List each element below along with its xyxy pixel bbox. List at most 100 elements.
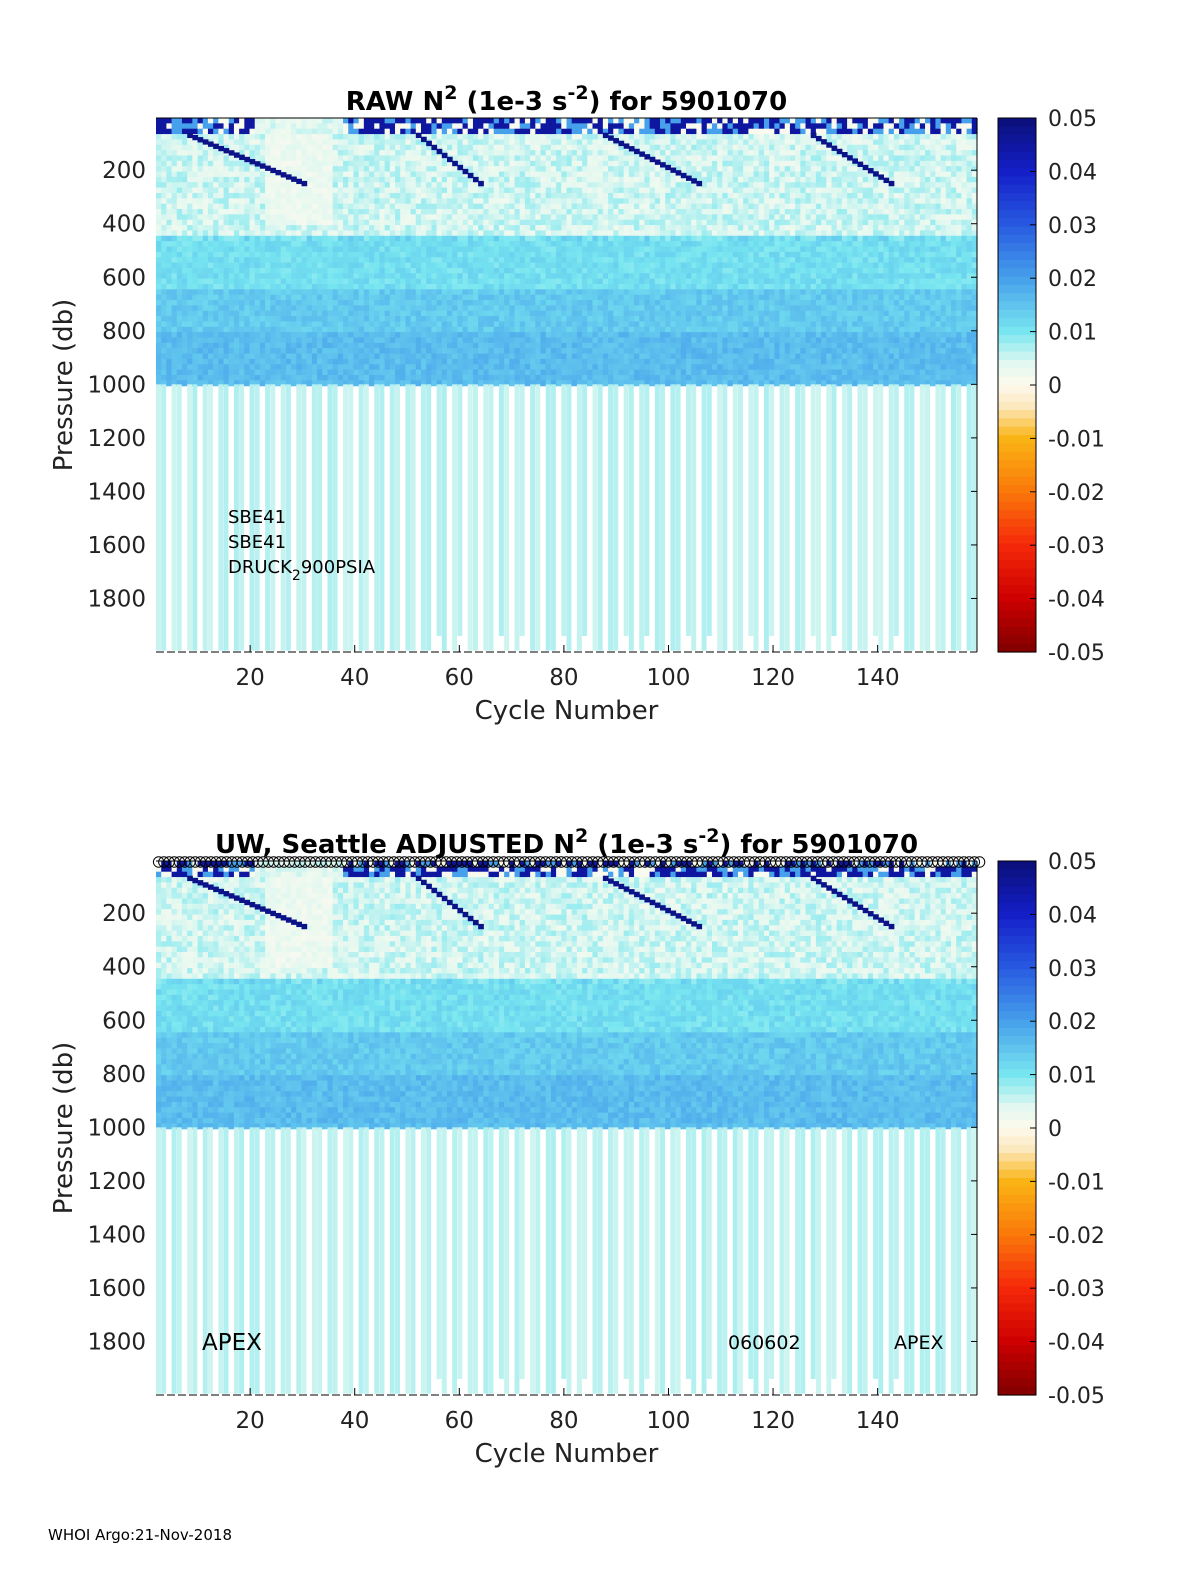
heatmap-cell [192,123,199,130]
heatmap-cell [592,241,599,248]
heatmap-cell [644,348,651,355]
heatmap-cell [608,283,614,290]
heatmap-cell [649,134,656,141]
heatmap-cell [613,364,620,371]
heatmap-cell [285,384,291,651]
heatmap-cell [498,182,505,189]
heatmap-cell [343,235,349,242]
heatmap-cell [571,139,578,146]
heatmap-cell [524,380,531,387]
heatmap-cell [561,348,568,355]
heatmap-cell [265,171,271,178]
heatmap-cell [270,230,277,237]
heatmap-cell [369,171,375,178]
heatmap-cell [493,300,500,306]
heatmap-cell [431,182,438,189]
heatmap-cell [233,128,240,135]
heatmap-cell [389,364,396,371]
heatmap-cell [156,214,162,221]
heatmap-cell [618,123,625,130]
heatmap-cell [317,326,323,333]
heatmap-cell [431,364,438,371]
heatmap-cell [369,187,375,194]
heatmap-cell [171,176,178,183]
heatmap-cell [197,358,204,365]
heatmap-cell [472,155,479,162]
heatmap-cell [566,192,573,199]
heatmap-cell [306,300,313,306]
heatmap-cell [576,326,583,333]
heatmap-cell [514,171,521,178]
heatmap-cell [446,278,453,285]
heatmap-cell [639,326,646,333]
heatmap-cell [524,251,531,258]
heatmap-cell [654,166,661,173]
heatmap-cell [317,316,323,323]
heatmap-cell [634,316,640,323]
heatmap-cell [550,380,557,387]
heatmap-cell [524,283,531,290]
heatmap-cell [649,380,656,387]
heatmap-cell [353,251,360,258]
heatmap-cell [395,230,401,237]
heatmap-cell [530,171,536,178]
heatmap-cell [446,123,453,130]
heatmap-cell [446,214,453,221]
heatmap-cell [571,251,578,258]
heatmap-cell [379,364,386,371]
heatmap-cell [441,353,448,360]
heatmap-cell [530,182,536,189]
heatmap-cell [207,187,214,194]
heatmap-cell [363,203,370,210]
heatmap-cell [176,166,183,173]
heatmap-cell [587,348,594,355]
heatmap-cell [426,326,432,333]
heatmap-cell [545,155,552,162]
heatmap-cell [249,251,256,258]
heatmap-cell [337,176,344,183]
heatmap-cell [426,262,432,269]
heatmap-cell [322,171,329,178]
heatmap-cell [166,310,173,317]
heatmap-cell [280,321,287,328]
heatmap-cell [462,326,469,333]
heatmap-cell [509,289,516,296]
heatmap-cell [254,176,261,183]
heatmap-cell [628,332,635,339]
heatmap-cell [483,214,490,221]
heatmap-cell [550,262,557,269]
heatmap-cell [156,364,162,371]
heatmap-cell [540,203,547,210]
heatmap-cell [478,214,484,221]
heatmap-cell [519,321,526,328]
heatmap-cell [462,230,469,237]
heatmap-cell [462,289,469,296]
heatmap-cell [327,332,334,339]
heatmap-cell [400,257,407,264]
heatmap-cell [597,369,604,376]
heatmap-cell [462,160,469,167]
heatmap-cell [202,305,209,312]
heatmap-cell [431,187,438,194]
heatmap-cell [592,257,599,264]
heatmap-cell [467,230,474,237]
heatmap-cell [493,198,500,205]
heatmap-cell [306,176,313,183]
heatmap-cell [389,369,396,376]
heatmap-cell [483,225,490,232]
heatmap-cell [369,305,375,312]
heatmap-cell [634,353,640,360]
heatmap-cell [654,374,661,381]
heatmap-cell [322,305,329,312]
heatmap-cell [457,316,464,323]
heatmap-cell [421,380,427,387]
heatmap-cell [472,278,479,285]
heatmap-cell [618,321,625,328]
heatmap-cell [156,316,162,323]
heatmap-cell [462,225,469,232]
heatmap-cell [161,262,167,269]
heatmap-cell [343,358,349,365]
heatmap-cell [561,171,568,178]
heatmap-cell [415,176,422,183]
heatmap-cell [415,273,422,280]
